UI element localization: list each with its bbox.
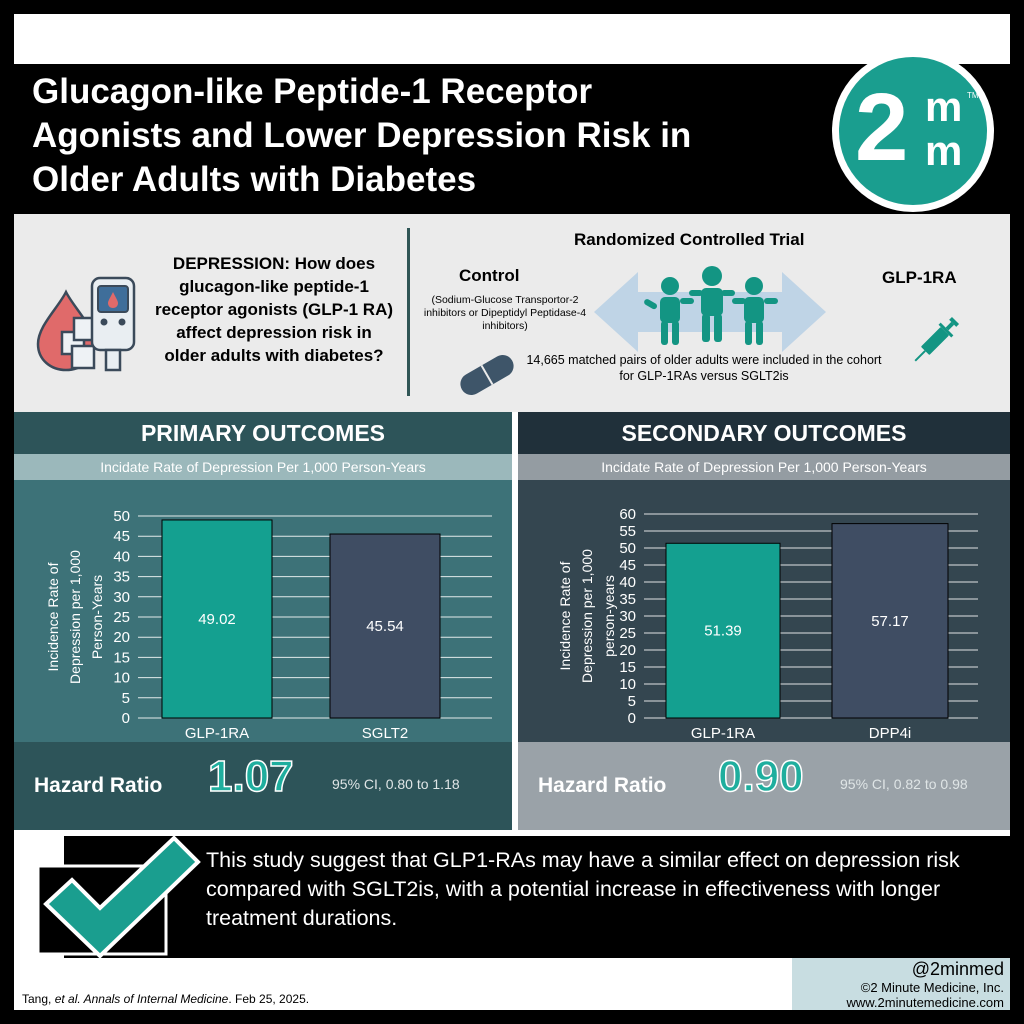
y-axis-label: Person-Years [89, 575, 105, 659]
y-tick-label: 5 [628, 693, 636, 710]
title-line-2: Agonists and Lower Depression Risk in [32, 116, 692, 155]
conclusion-box: This study suggest that GLP1-RAs may hav… [36, 835, 1010, 959]
2mm-logo: 2 m m TM [832, 50, 994, 212]
control-description: (Sodium-Glucose Transportor-2 inhibitors… [423, 294, 587, 332]
title-line-3: Older Adults with Diabetes [32, 160, 477, 199]
title-line-1: Glucagon-like Peptide-1 Receptor [32, 72, 593, 111]
bar-sglt2 [329, 533, 441, 719]
citation-authors: Tang, [22, 992, 55, 1006]
y-tick-label: 50 [113, 508, 130, 525]
divider [407, 228, 410, 396]
data-label: 57.17 [871, 613, 909, 630]
y-tick-label: 35 [619, 591, 636, 608]
confidence-interval: 95% CI, 0.82 to 0.98 [840, 776, 968, 792]
logo-circle: 2 m m TM [839, 57, 987, 205]
primary-outcomes-panel: PRIMARY OUTCOMES Incidate Rate of Depres… [14, 412, 512, 830]
research-question: DEPRESSION: How does glucagon-like pepti… [154, 254, 394, 365]
bar-dpp4i [831, 523, 949, 719]
citation-etal: et al. [54, 992, 81, 1006]
brand-box: @2minmed ©2 Minute Medicine, Inc. www.2m… [792, 958, 1010, 1010]
pill-icon [460, 355, 514, 395]
y-tick-label: 50 [619, 540, 636, 557]
y-tick-label: 25 [619, 625, 636, 642]
twitter-handle: @2minmed [911, 959, 1004, 979]
y-tick-label: 30 [113, 589, 130, 606]
y-tick-label: 55 [619, 523, 636, 540]
study-info-band: DEPRESSION: How does glucagon-like pepti… [14, 214, 1010, 412]
y-tick-label: 0 [628, 710, 636, 727]
syringe-icon [914, 316, 960, 362]
secondary-subheading: Incidate Rate of Depression Per 1,000 Pe… [518, 454, 1010, 480]
y-tick-label: 60 [619, 506, 636, 523]
y-axis-label: Depression per 1,000 [579, 549, 595, 683]
control-label: Control [459, 266, 520, 285]
y-tick-label: 10 [113, 670, 130, 687]
hazard-ratio-value: 1.07 [207, 751, 294, 802]
y-tick-label: 40 [619, 574, 636, 591]
secondary-hazard-ratio: Hazard Ratio 0.90 95% CI, 0.82 to 0.98 [518, 742, 1010, 830]
y-tick-label: 15 [113, 649, 130, 666]
y-axis-label: Incidence Rate of [557, 561, 573, 670]
bar-glp-1ra [665, 542, 781, 719]
secondary-outcomes-panel: SECONDARY OUTCOMES Incidate Rate of Depr… [518, 412, 1010, 830]
y-tick-label: 20 [619, 642, 636, 659]
treatment-label: GLP-1RA [882, 268, 957, 287]
data-label: 45.54 [366, 618, 404, 635]
data-label: 49.02 [198, 611, 236, 628]
website: www.2minutemedicine.com [846, 995, 1004, 1010]
y-tick-label: 5 [122, 690, 130, 707]
y-tick-label: 15 [619, 659, 636, 676]
y-tick-label: 30 [619, 608, 636, 625]
logo-letter-top: m [925, 83, 963, 130]
y-tick-label: 20 [113, 629, 130, 646]
y-tick-label: 45 [113, 528, 130, 545]
people-arrow-icon [594, 266, 826, 352]
x-tick-label: SGLT2 [362, 725, 408, 740]
primary-bar-chart: 0 5 10 15 20 25 30 35 40 45 50 49.02 GLP-1RA 45.54 SGL… [45, 508, 492, 740]
page-title: Glucagon-like Peptide-1 Receptor Agonist… [32, 70, 822, 202]
confidence-interval: 95% CI, 0.80 to 1.18 [332, 776, 460, 792]
primary-subheading: Incidate Rate of Depression Per 1,000 Pe… [14, 454, 512, 480]
primary-heading: PRIMARY OUTCOMES [14, 412, 512, 454]
infographic: Glucagon-like Peptide-1 Receptor Agonist… [14, 14, 1010, 1010]
citation-journal: Annals of Internal Medicine [80, 992, 229, 1006]
hazard-ratio-value: 0.90 [717, 751, 804, 802]
y-tick-label: 25 [113, 609, 130, 626]
secondary-heading: SECONDARY OUTCOMES [518, 412, 1010, 454]
cohort-size: 14,665 matched pairs of older adults wer… [526, 353, 882, 383]
bar-glp-1ra [161, 519, 273, 719]
hazard-ratio-label: Hazard Ratio [34, 774, 163, 797]
y-tick-label: 35 [113, 569, 130, 586]
citation-date: . Feb 25, 2025. [228, 992, 310, 1006]
copyright: ©2 Minute Medicine, Inc. [860, 980, 1004, 995]
x-tick-label: GLP-1RA [691, 725, 755, 740]
logo-letter-bottom: m [925, 127, 963, 174]
y-axis-label: Depression per 1,000 [67, 550, 83, 684]
trial-type: Randomized Controlled Trial [574, 230, 805, 249]
data-label: 51.39 [704, 623, 742, 640]
checkmark-icon [36, 835, 201, 959]
logo-trademark: TM [967, 91, 979, 100]
y-tick-label: 10 [619, 676, 636, 693]
citation: Tang, et al. Annals of Internal Medicine… [22, 992, 309, 1006]
conclusion-text: This study suggest that GLP1-RAs may hav… [206, 848, 960, 930]
logo-digit: 2 [855, 74, 909, 181]
x-tick-label: GLP-1RA [185, 725, 249, 740]
glucometer-icon [36, 276, 136, 372]
y-tick-label: 45 [619, 557, 636, 574]
y-axis-label: person-years [601, 575, 617, 657]
y-tick-label: 0 [122, 710, 130, 727]
primary-hazard-ratio: Hazard Ratio 1.07 95% CI, 0.80 to 1.18 [14, 742, 512, 830]
x-tick-label: DPP4i [869, 725, 912, 740]
y-tick-label: 40 [113, 548, 130, 565]
y-axis-label: Incidence Rate of [45, 562, 61, 671]
hazard-ratio-label: Hazard Ratio [538, 774, 667, 797]
